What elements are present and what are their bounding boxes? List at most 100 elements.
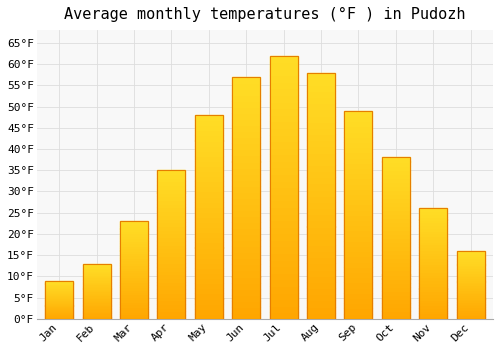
Bar: [307, 153, 335, 159]
Bar: [270, 62, 297, 69]
Bar: [195, 303, 223, 309]
Bar: [419, 250, 447, 253]
Bar: [307, 208, 335, 214]
Bar: [82, 306, 110, 308]
Bar: [456, 299, 484, 300]
Bar: [195, 115, 223, 319]
Bar: [456, 254, 484, 256]
Bar: [45, 286, 73, 287]
Bar: [270, 82, 297, 89]
Bar: [232, 168, 260, 174]
Bar: [232, 289, 260, 295]
Bar: [120, 221, 148, 224]
Bar: [270, 286, 297, 293]
Bar: [45, 302, 73, 303]
Bar: [456, 258, 484, 259]
Bar: [344, 116, 372, 121]
Bar: [270, 227, 297, 233]
Bar: [456, 310, 484, 312]
Bar: [232, 240, 260, 246]
Bar: [270, 56, 297, 319]
Bar: [456, 293, 484, 295]
Bar: [419, 253, 447, 256]
Bar: [270, 253, 297, 260]
Bar: [158, 252, 186, 256]
Bar: [232, 77, 260, 319]
Bar: [456, 280, 484, 281]
Bar: [270, 181, 297, 187]
Bar: [456, 302, 484, 303]
Bar: [232, 174, 260, 180]
Bar: [158, 241, 186, 245]
Bar: [82, 280, 110, 282]
Bar: [382, 158, 410, 162]
Bar: [232, 149, 260, 155]
Bar: [419, 231, 447, 233]
Bar: [45, 313, 73, 314]
Bar: [158, 200, 186, 204]
Bar: [419, 269, 447, 272]
Bar: [158, 259, 186, 263]
Bar: [456, 251, 484, 319]
Bar: [195, 247, 223, 253]
Bar: [344, 121, 372, 126]
Bar: [382, 226, 410, 230]
Bar: [158, 296, 186, 300]
Bar: [270, 306, 297, 312]
Bar: [419, 217, 447, 219]
Bar: [195, 202, 223, 207]
Bar: [382, 206, 410, 210]
Bar: [270, 246, 297, 253]
Bar: [120, 265, 148, 268]
Bar: [232, 131, 260, 137]
Bar: [45, 281, 73, 282]
Bar: [456, 305, 484, 307]
Bar: [344, 178, 372, 184]
Bar: [82, 275, 110, 276]
Bar: [195, 288, 223, 293]
Bar: [195, 258, 223, 263]
Bar: [344, 267, 372, 272]
Bar: [270, 187, 297, 194]
Bar: [232, 144, 260, 149]
Bar: [45, 315, 73, 316]
Bar: [82, 297, 110, 298]
Bar: [270, 266, 297, 273]
Bar: [382, 246, 410, 250]
Bar: [195, 115, 223, 319]
Bar: [195, 161, 223, 166]
Bar: [82, 293, 110, 294]
Bar: [382, 169, 410, 174]
Bar: [344, 225, 372, 230]
Bar: [82, 288, 110, 290]
Bar: [45, 299, 73, 300]
Bar: [195, 135, 223, 140]
Bar: [232, 77, 260, 319]
Bar: [45, 294, 73, 295]
Bar: [120, 272, 148, 275]
Bar: [307, 196, 335, 202]
Bar: [120, 258, 148, 260]
Bar: [419, 247, 447, 250]
Bar: [120, 282, 148, 285]
Bar: [82, 283, 110, 285]
Bar: [456, 266, 484, 268]
Bar: [344, 308, 372, 314]
Bar: [382, 295, 410, 299]
Bar: [456, 251, 484, 253]
Bar: [195, 243, 223, 247]
Bar: [456, 285, 484, 287]
Bar: [456, 256, 484, 258]
Bar: [270, 167, 297, 174]
Bar: [344, 210, 372, 215]
Bar: [382, 303, 410, 307]
Bar: [82, 308, 110, 309]
Bar: [270, 174, 297, 181]
Bar: [158, 304, 186, 308]
Bar: [45, 306, 73, 307]
Bar: [158, 170, 186, 174]
Bar: [419, 241, 447, 244]
Bar: [270, 56, 297, 319]
Bar: [344, 189, 372, 194]
Bar: [382, 214, 410, 218]
